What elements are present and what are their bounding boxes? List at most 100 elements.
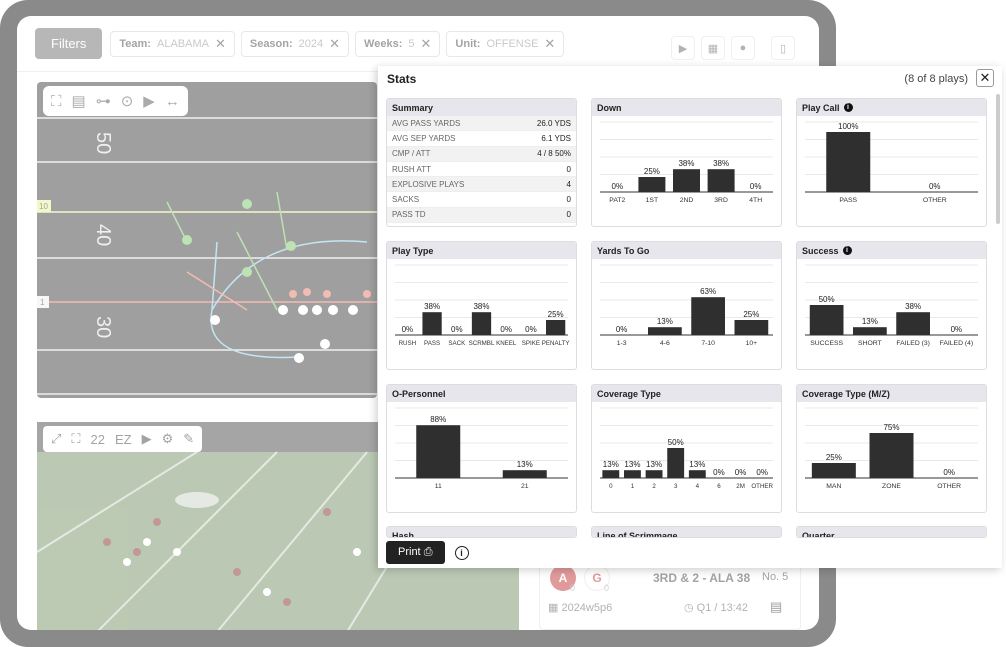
close-icon[interactable]: ✕: [544, 35, 556, 51]
bar: [869, 433, 914, 478]
grid-icon[interactable]: ▦: [701, 36, 725, 60]
bar: [624, 470, 641, 478]
data-label: 25%: [548, 310, 564, 319]
card-title: Line of Scrimmage: [592, 527, 781, 537]
summary-label: SACKS: [392, 195, 420, 205]
filter-chip-team[interactable]: Team: ALABAMA ✕: [110, 30, 235, 57]
filter-chip-weeks[interactable]: Weeks: 5 ✕: [355, 30, 441, 57]
data-label: 38%: [905, 302, 921, 311]
bar: [416, 425, 461, 478]
data-label: 13%: [603, 460, 619, 469]
stats-title: Stats: [387, 72, 417, 86]
chart-title: Success: [802, 245, 839, 256]
calendar-icon: ▦: [548, 602, 562, 614]
summary-value: 26.0 YDS: [536, 118, 571, 128]
summary-table: AVG PASS YARDS 26.0 YDS AVG SEP YARDS 6.1 Y…: [387, 116, 576, 224]
close-icon[interactable]: ✕: [214, 35, 226, 51]
chip-value: 2024: [298, 37, 324, 50]
data-label: 0%: [943, 468, 955, 477]
route-icon[interactable]: ⊶: [95, 93, 111, 110]
print-button[interactable]: Print ⎙: [386, 541, 445, 564]
data-label: 38%: [678, 159, 694, 168]
info-icon[interactable]: i: [454, 545, 469, 560]
bar: [691, 297, 725, 335]
bar-chart: 25% MAN 75% ZONE 0% OTHER: [805, 407, 978, 490]
play-card[interactable]: A 0 G 0 3RD & 2 - ALA 38 No. 5 ▦ 2024w5p…: [539, 556, 801, 630]
fullscreen-icon[interactable]: ⛶: [51, 92, 62, 110]
close-icon[interactable]: ✕: [420, 35, 432, 51]
tick-label: FAILED (4): [940, 340, 974, 347]
info-icon[interactable]: i: [843, 103, 853, 112]
chart-card: Coverage Type (M/Z) 25% MAN 75% ZONE 0% OTHER: [796, 384, 987, 513]
bar-chart: 88% 11 13% 21: [395, 407, 568, 490]
chip-key: Team:: [119, 37, 151, 50]
data-label: 0%: [929, 182, 941, 191]
bar: [673, 169, 700, 192]
data-label: 50%: [668, 438, 684, 447]
tick-label: SACK: [448, 340, 466, 347]
tick-label: SHORT: [858, 340, 882, 347]
filter-chip-unit[interactable]: Unit: OFFENSE ✕: [446, 30, 565, 57]
chart-card: Coverage Type 13% 0 13% 1 13% 2 50% 3 13% 4 0% 6 0% 2M…: [591, 384, 782, 513]
tick-label: OTHER: [937, 483, 961, 490]
summary-label: CMP / ATT: [392, 149, 431, 159]
tick-label: 1-3: [617, 340, 627, 347]
chart-card: Success i 50% SUCCESS 13% SHORT 38% FAILED (3) 0…: [796, 241, 987, 370]
field-svg: 50 40 30 20 10 1: [37, 117, 377, 395]
chart-card: Play Type 0% RUSH 38% PASS 0% SACK 38% SCRMBL 0% K…: [386, 241, 577, 370]
data-label: 25%: [826, 453, 842, 462]
summary-row: CMP / ATT 4 / 8 50%: [387, 146, 576, 162]
print-bar: Print ⎙ i: [386, 541, 469, 564]
play-title: 3RD & 2 - ALA 38: [653, 571, 751, 585]
data-label: 0%: [500, 325, 512, 334]
yard-label: 50: [92, 132, 114, 154]
card-title: Down: [592, 99, 781, 116]
play-icon[interactable]: ▶: [143, 93, 155, 110]
data-label: 13%: [624, 460, 640, 469]
play-icon[interactable]: ▶: [671, 36, 695, 60]
team2-score: 0: [604, 583, 610, 593]
close-icon[interactable]: ✕: [329, 35, 341, 51]
data-label: 88%: [430, 415, 446, 424]
data-label: 0%: [735, 468, 747, 477]
clipboard-icon[interactable]: ▤: [71, 93, 86, 110]
summary-label: EXPLOSIVE PLAYS: [392, 179, 465, 189]
bar-chart: 0% RUSH 38% PASS 0% SACK 38% SCRMBL 0% KNEEL 0% SPI…: [395, 264, 570, 347]
resize-icon[interactable]: ↔: [164, 92, 180, 110]
info-icon[interactable]: i: [842, 246, 852, 255]
gear-icon[interactable]: ⚙: [161, 431, 174, 446]
zoom-level[interactable]: 22: [90, 431, 105, 447]
endzone-view[interactable]: EZ: [114, 431, 132, 447]
bar: [667, 448, 685, 478]
tick-label: PENALTY: [542, 340, 570, 347]
panel-toggle-icon[interactable]: ▯: [771, 36, 795, 60]
clipboard-icon[interactable]: ▤: [770, 599, 783, 614]
filters-button[interactable]: Filters: [35, 28, 103, 59]
quarter-card: Quarter: [796, 526, 987, 538]
play-icon[interactable]: ▶: [141, 431, 152, 446]
tick-label: PAT2: [609, 197, 625, 204]
game-clock: ◷ Q1 / 13:42: [684, 601, 748, 614]
card-title: Hash: [387, 527, 576, 537]
expand-icon[interactable]: ⤢: [51, 431, 62, 446]
tick-label: 1ST: [646, 197, 658, 204]
chart-title: Down: [597, 102, 622, 113]
data-label: 38%: [713, 159, 729, 168]
tick-label: MAN: [826, 483, 841, 490]
bar: [546, 320, 566, 335]
bar-chart: 13% 0 13% 1 13% 2 50% 3 13% 4 0% 6 0% 2M 0% OTHER: [600, 407, 774, 490]
scrollbar[interactable]: [996, 94, 1000, 224]
data-label: 38%: [473, 302, 489, 311]
summary-row: RUSH ATT 0: [387, 162, 576, 178]
tick-label: 11: [435, 483, 442, 490]
close-icon[interactable]: ✕: [976, 69, 994, 87]
edit-icon[interactable]: ✎: [183, 431, 195, 446]
fullscreen-icon[interactable]: ⛶: [71, 431, 81, 446]
chart-card: Play Call i 100% PASS 0% OTHER: [796, 98, 987, 227]
bar-chart: 100% PASS 0% OTHER: [805, 121, 978, 204]
toggle-icon[interactable]: ⊙: [120, 93, 134, 110]
filter-chip-season[interactable]: Season: 2024 ✕: [240, 30, 350, 57]
record-icon[interactable]: ●: [731, 36, 755, 60]
data-label: 63%: [700, 287, 716, 296]
card-title: Success i: [797, 242, 986, 259]
